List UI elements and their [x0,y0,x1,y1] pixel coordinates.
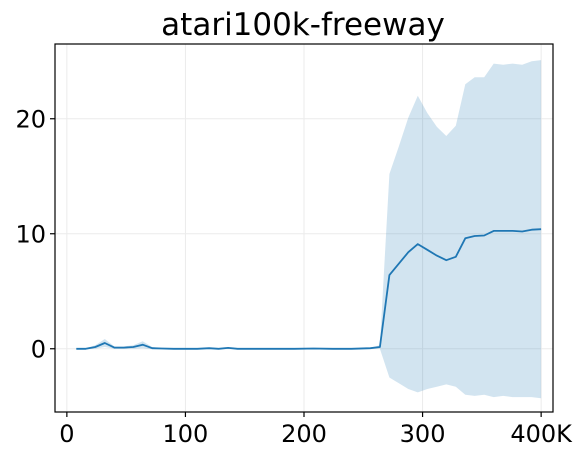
x-tick-label-1: 100 [163,420,209,448]
confidence-band [76,60,542,399]
y-tick-label-0: 0 [31,335,46,363]
x-tick-label-0: 0 [59,420,74,448]
series-0-mean-line [76,228,542,350]
series-0-band [76,60,542,399]
x-tick-label-4: 400K [510,420,573,448]
x-tick-label-2: 200 [281,420,327,448]
y-tick-label-2: 20 [15,105,46,133]
x-tick-label-3: 300 [400,420,446,448]
y-tick-label-1: 10 [15,220,46,248]
axes: 0 100 200 300 400K 0 10 20 [15,43,573,448]
chart-title: atari100k-freeway [161,7,445,43]
series-line [76,228,542,350]
